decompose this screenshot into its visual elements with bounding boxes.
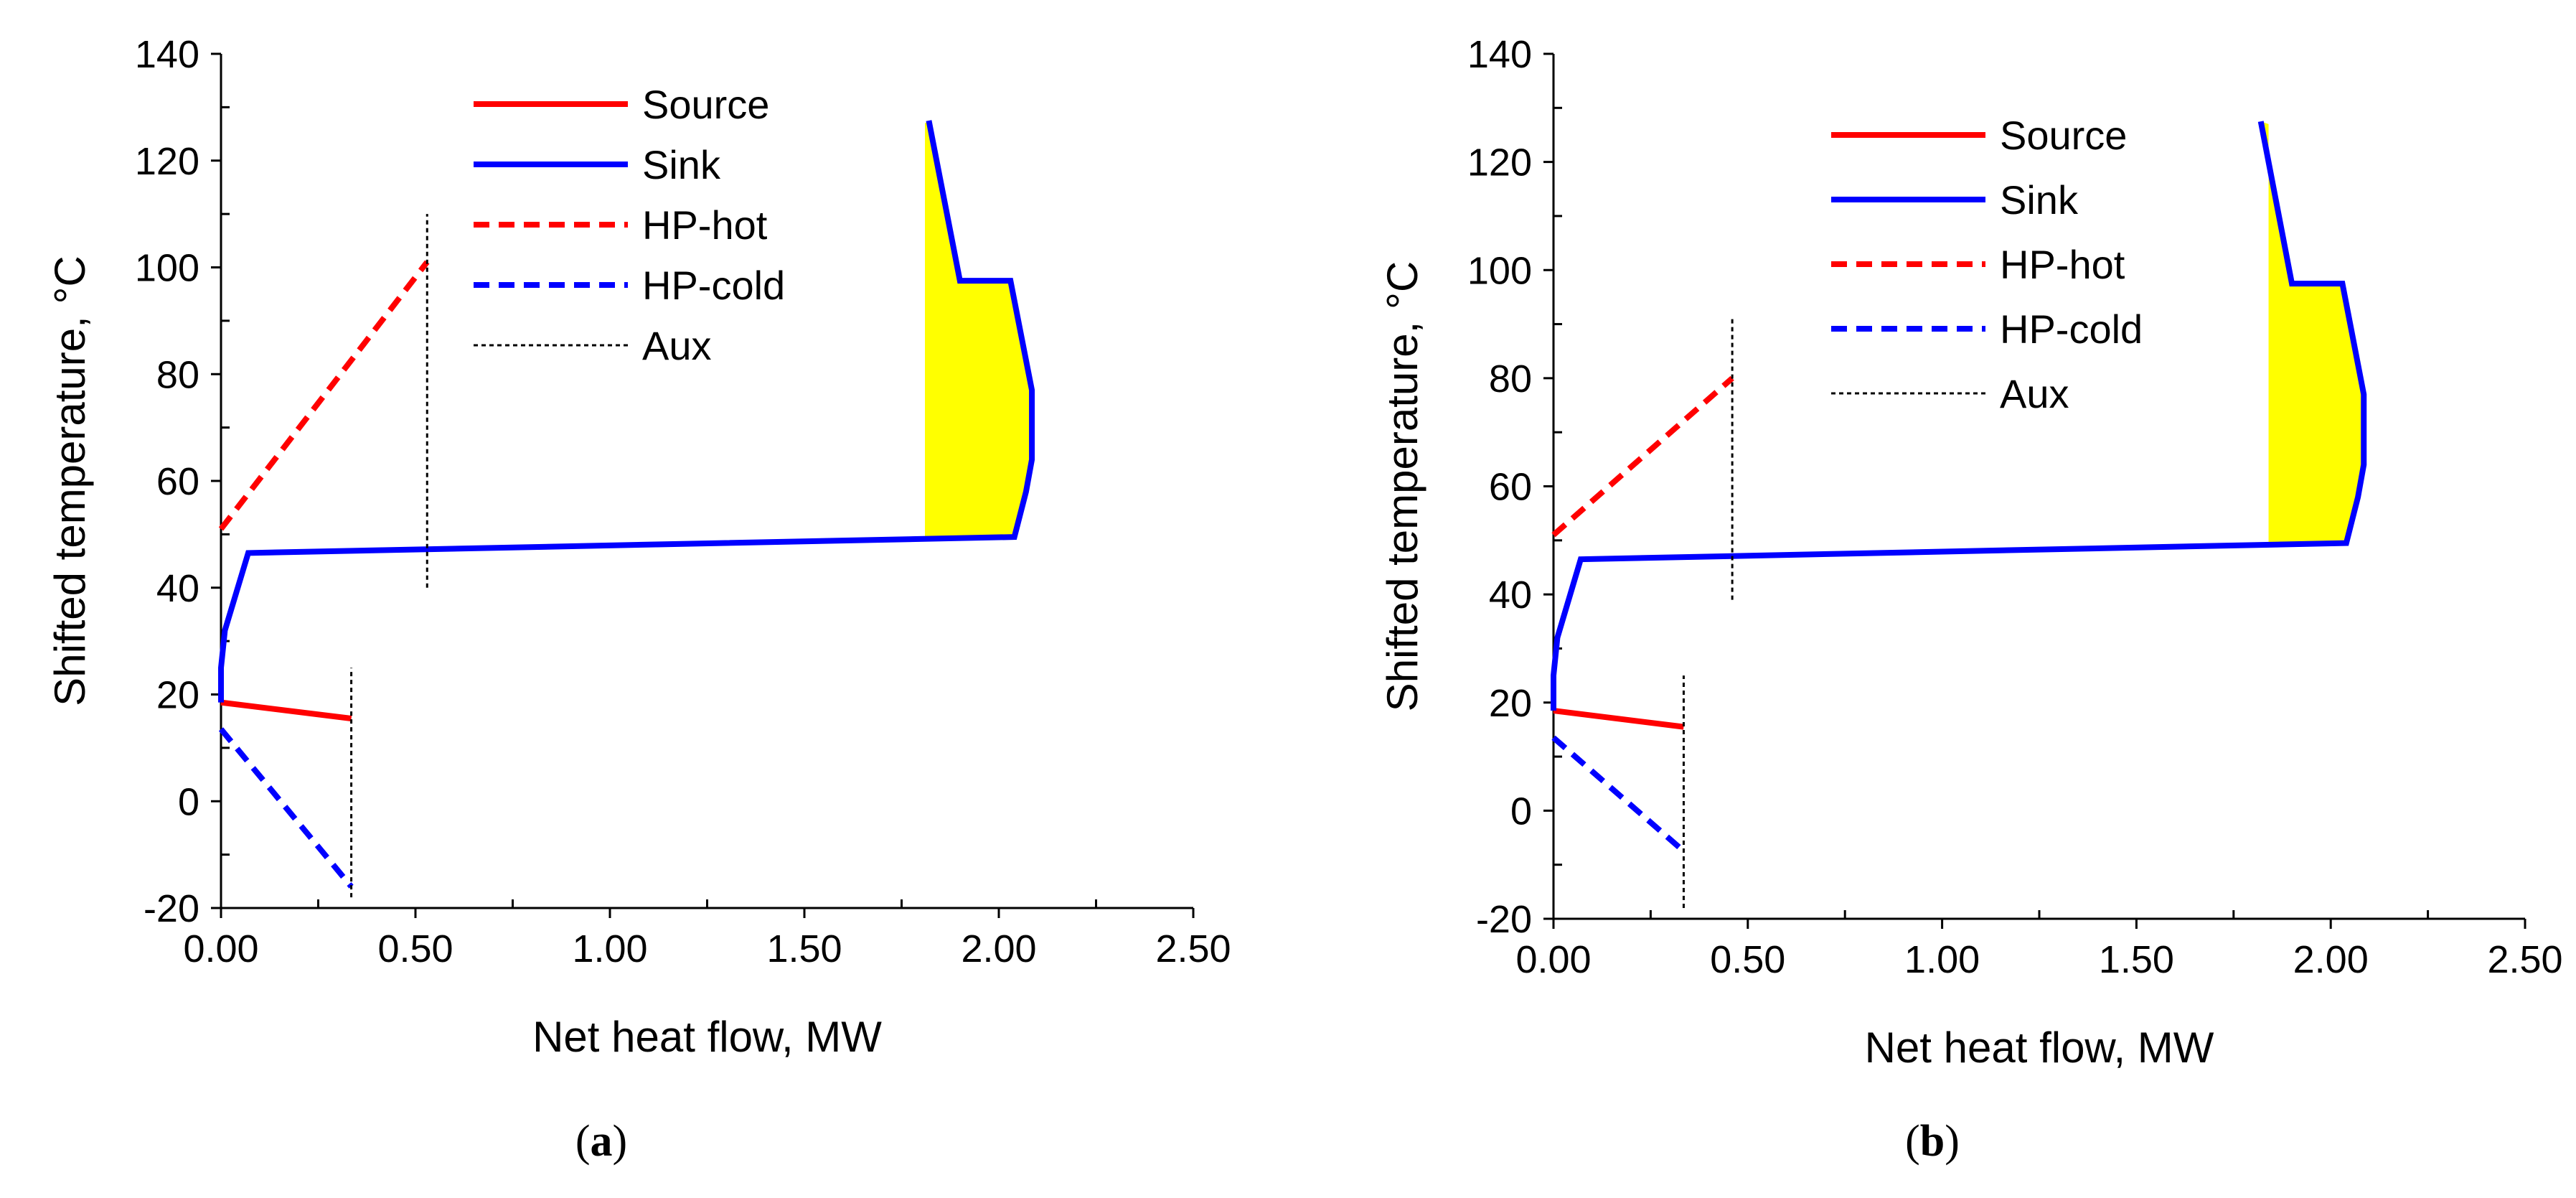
- y-tick-label: 100: [135, 247, 199, 290]
- legend-label: Source: [642, 82, 769, 127]
- panel-label: (b): [1905, 1117, 1960, 1166]
- y-tick-label: -20: [1476, 898, 1532, 941]
- x-tick-label: 2.50: [2487, 938, 2562, 981]
- chart-panel-b: -20 0 20 40 60 80 100 120 140 0.00 0.50 1.00 1.50 2.0…: [1378, 33, 2563, 1166]
- x-tick-label: 0.50: [377, 927, 453, 970]
- x-tick-label: 2.00: [2293, 938, 2369, 981]
- x-tick-label: 1.00: [572, 927, 647, 970]
- x-tick-label: 0.00: [1515, 938, 1591, 981]
- y-tick-label: 60: [1489, 466, 1532, 509]
- x-tick-label: 1.00: [1904, 938, 1980, 981]
- x-tick-label: 1.50: [766, 927, 842, 970]
- legend-label: HP-hot: [2000, 242, 2125, 287]
- y-tick-label: 120: [1467, 141, 1532, 184]
- series-source: [220, 699, 352, 721]
- y-tick-label: 0: [178, 780, 199, 823]
- series-hp-hot: [218, 260, 430, 531]
- legend-label: Sink: [2000, 177, 2079, 223]
- x-tick-label: 2.50: [1155, 927, 1231, 970]
- y-tick-label: 20: [1489, 682, 1532, 725]
- legend-label: Source: [2000, 113, 2127, 158]
- y-tick-label: 80: [1489, 357, 1532, 401]
- series-sink: [1551, 121, 2367, 711]
- x-axis-title: Net heat flow, MW: [532, 1013, 882, 1061]
- legend-label: HP-cold: [642, 263, 785, 308]
- series-hp-cold: [218, 727, 354, 889]
- x-tick-label: 0.00: [183, 927, 258, 970]
- legend-label: Aux: [642, 323, 712, 368]
- chart-panel-a: -20 0 20 40 60 80 100 120 140 0.00 0.50 1.00 1.50 2.0…: [46, 33, 1231, 1166]
- y-tick-label: 40: [156, 567, 199, 610]
- x-tick-label: 1.50: [2099, 938, 2174, 981]
- y-tick-label: 20: [156, 674, 199, 717]
- y-tick-label: 140: [1467, 33, 1532, 76]
- legend-label: HP-cold: [2000, 306, 2143, 352]
- x-tick-label: 2.00: [961, 927, 1036, 970]
- y-tick-label: -20: [144, 887, 199, 930]
- series-hp-hot: [1551, 375, 1734, 538]
- y-tick-label: 120: [135, 140, 199, 183]
- series-sink: [218, 120, 1035, 703]
- y-tick-label: 100: [1467, 249, 1532, 292]
- legend-label: Aux: [2000, 371, 2069, 416]
- fill-region: [925, 120, 1033, 538]
- y-tick-label: 80: [156, 353, 199, 396]
- y-tick-label: 140: [135, 33, 199, 76]
- x-axis-title: Net heat flow, MW: [1865, 1024, 2214, 1072]
- y-axis-title: Shifted temperature, °C: [1378, 261, 1426, 712]
- y-axis-title: Shifted temperature, °C: [46, 256, 94, 706]
- series-source: [1553, 708, 1684, 730]
- y-tick-label: 60: [156, 460, 199, 503]
- legend-label: HP-hot: [642, 202, 768, 248]
- panel-label: (a): [575, 1117, 627, 1166]
- legend-label: Sink: [642, 142, 721, 187]
- x-tick-label: 0.50: [1710, 938, 1785, 981]
- y-tick-label: 0: [1510, 790, 1532, 833]
- y-tick-label: 40: [1489, 574, 1532, 617]
- series-hp-cold: [1551, 735, 1686, 853]
- fill-region: [2260, 121, 2364, 543]
